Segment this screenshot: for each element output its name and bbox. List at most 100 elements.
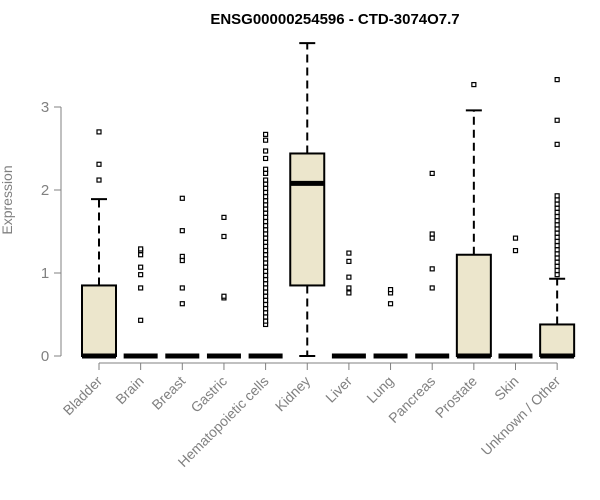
outlier-point — [471, 81, 477, 88]
outlier-point — [554, 226, 560, 232]
outlier-point — [263, 235, 269, 241]
outlier-point — [387, 287, 394, 293]
outlier-point — [179, 228, 185, 234]
box-kidney — [289, 42, 326, 357]
outlier-point — [263, 293, 269, 299]
outlier-point — [346, 285, 352, 291]
outlier-point — [263, 218, 269, 225]
outlier-point — [512, 247, 519, 254]
outlier-point — [263, 243, 269, 250]
outlier-point — [263, 306, 269, 312]
outlier-point — [554, 238, 560, 245]
x-tick-label: Brain — [112, 373, 146, 407]
outlier-point — [554, 267, 560, 274]
outlier-point — [554, 247, 560, 253]
outlier-point — [346, 250, 352, 256]
axes: 0 1 2 3 — [41, 99, 558, 370]
outlier-point — [138, 246, 144, 252]
outlier-point — [554, 243, 560, 249]
outlier-point — [263, 281, 269, 287]
outlier-point — [263, 155, 269, 162]
outlier-point — [263, 194, 269, 200]
outlier-point — [263, 131, 269, 137]
outlier-point — [263, 181, 269, 187]
outlier-point — [263, 210, 269, 216]
x-tick-label: Liver — [322, 373, 355, 406]
outlier-point — [179, 253, 185, 259]
outlier-point — [554, 77, 560, 83]
chart-title: ENSG00000254596 - CTD-3074O7.7 — [210, 11, 459, 28]
outlier-point — [138, 252, 144, 258]
x-tick-label: Prostate — [432, 373, 480, 421]
x-tick-label: Unknown / Other — [478, 373, 564, 459]
x-tick-label: Lung — [363, 373, 396, 406]
outlier-point — [263, 198, 269, 204]
x-tick-label: Kidney — [272, 373, 314, 415]
outlier-point — [554, 234, 560, 240]
outlier-point — [263, 185, 269, 191]
outlier-point — [263, 314, 269, 320]
outlier-point — [554, 251, 560, 257]
outlier-point — [263, 289, 269, 295]
box-body — [455, 253, 492, 358]
y-tick-label: 2 — [41, 182, 49, 199]
outlier-point — [138, 285, 144, 291]
outlier-point — [429, 170, 435, 176]
outlier-point — [263, 239, 269, 245]
outlier-point — [554, 197, 560, 203]
box-skin — [498, 235, 533, 359]
outlier-point — [263, 231, 269, 237]
outlier-point — [554, 263, 560, 269]
outlier-point — [138, 317, 144, 323]
box-lung — [373, 287, 408, 359]
outlier-point — [263, 170, 269, 176]
box-pancreas — [415, 170, 450, 359]
box-body — [81, 284, 117, 358]
outlier-point — [554, 222, 560, 228]
x-tick-label: Bladder — [60, 373, 106, 419]
x-tick-label: Skin — [491, 373, 522, 404]
box-breast — [165, 195, 200, 359]
outlier-point — [221, 214, 227, 220]
outlier-point — [263, 264, 269, 270]
outlier-point — [554, 218, 560, 224]
outlier-point — [263, 277, 269, 283]
outlier-point — [263, 310, 269, 316]
outlier-point — [263, 202, 269, 208]
outlier-point — [263, 166, 269, 172]
outlier-point — [179, 195, 185, 201]
outlier-point — [554, 255, 560, 261]
box-gastric — [206, 214, 241, 359]
outlier-point — [96, 129, 102, 135]
y-tick-label: 3 — [41, 99, 49, 116]
outlier-point — [221, 233, 227, 240]
outlier-point — [96, 161, 102, 167]
outlier-point — [346, 258, 352, 264]
outlier-point — [263, 285, 269, 291]
outlier-point — [429, 285, 435, 291]
outlier-point — [263, 148, 269, 154]
outlier-point — [263, 223, 269, 229]
outlier-point — [429, 231, 435, 237]
box-body — [289, 152, 326, 287]
outlier-point — [138, 272, 144, 278]
outlier-point — [387, 301, 394, 307]
box-unknown-other — [539, 77, 576, 359]
y-tick-label: 0 — [41, 348, 49, 365]
x-tick-label: Breast — [148, 373, 188, 413]
outlier-point — [554, 213, 560, 220]
outlier-point — [554, 205, 560, 211]
outlier-point — [263, 272, 269, 279]
outlier-point — [346, 290, 352, 296]
outlier-point — [263, 177, 269, 183]
outlier-point — [263, 260, 269, 266]
outlier-point — [263, 256, 269, 262]
box-liver — [331, 250, 366, 359]
outlier-point — [554, 193, 560, 199]
outlier-point — [263, 214, 269, 220]
y-tick-label: 1 — [41, 265, 49, 282]
box-hematopoietic-cells — [248, 131, 283, 359]
